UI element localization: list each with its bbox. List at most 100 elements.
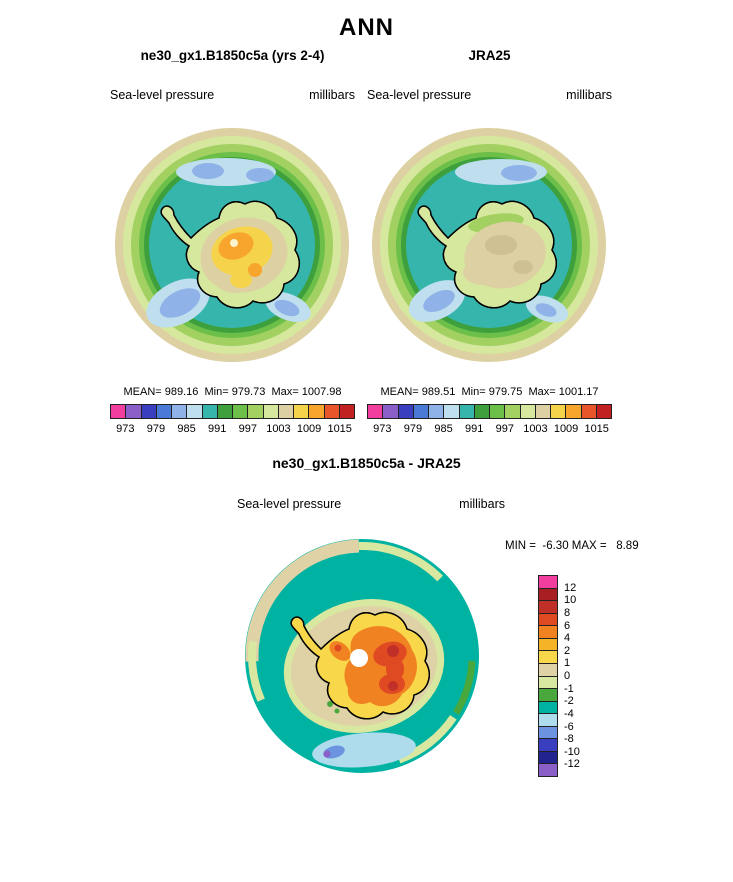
coastline-outline: [417, 200, 557, 309]
colorbar-segment: [539, 587, 557, 601]
colorbar-segment: [443, 405, 459, 418]
colorbar-segment: [539, 688, 557, 701]
antarctica-model: [160, 200, 300, 309]
colorbar-segment: [539, 763, 557, 776]
low-pressure-lobes: [408, 159, 569, 323]
left-field-label: Sea-level pressure: [110, 88, 215, 102]
colorbar-segment: [262, 405, 278, 418]
obs-map-layers: [372, 128, 606, 362]
colorbar-segment: [539, 675, 557, 689]
colorbar-segment: [539, 600, 557, 613]
colorbar-tick-label: 997: [238, 423, 257, 435]
low-pressure-lobes: [146, 158, 311, 328]
colorbar-tick-label: 997: [495, 423, 514, 435]
right-field-row: Sea-level pressure millibars: [367, 88, 612, 102]
colorbar-segment: [539, 650, 557, 663]
coastline-outline: [160, 200, 300, 309]
model-slp-map: [115, 128, 349, 362]
colorbar-segment: [397, 405, 413, 418]
colorbar-segment: [171, 405, 187, 418]
colorbar-segment: [539, 662, 557, 676]
colorbar-tick-label: 12: [564, 581, 577, 594]
left-panel-title: ne30_gx1.B1850c5a (yrs 2-4): [140, 48, 325, 63]
colorbar-tick-label: 979: [403, 423, 423, 435]
right-colorbar-ticks: 973 979 985 991 997 1003 1009 1015: [367, 423, 612, 436]
colorbar-segment: [473, 405, 489, 418]
obs-map-panel: [371, 127, 607, 368]
colorbar-tick-label: 985: [434, 423, 453, 435]
colorbar-tick-label: 991: [208, 423, 227, 435]
colorbar-tick-label: -12: [564, 758, 580, 771]
diff-slp-map: [245, 539, 479, 773]
left-colorbar: [110, 404, 355, 419]
colorbar-segment: [519, 405, 535, 418]
colorbar-segment: [504, 405, 520, 418]
negative-anomaly-patch: [312, 732, 416, 768]
colorbar-segment: [125, 405, 141, 418]
left-colorbar-ticks: 973 979 985 991 997 1003 1009 1015: [110, 423, 355, 436]
model-map-panel: [114, 127, 350, 368]
colorbar-segment: [595, 405, 611, 418]
right-panel-title: JRA25: [468, 48, 511, 63]
colorbar-tick-label: 1003: [523, 423, 548, 435]
diff-minmax: MIN = -6.30 MAX = 8.89: [505, 540, 639, 552]
left-field-row: Sea-level pressure millibars: [110, 88, 355, 102]
colorbar-segment: [338, 405, 354, 418]
colorbar-tick-label: 1009: [296, 423, 322, 435]
colorbar-segment: [412, 405, 428, 418]
colorbar-segment: [382, 405, 398, 418]
colorbar-tick-label: 4: [564, 632, 571, 645]
figure-title: ANN: [339, 14, 394, 41]
colorbar-tick-label: 6: [564, 619, 571, 632]
colorbar-tick-label: 973: [373, 423, 392, 435]
colorbar-segment: [368, 405, 383, 418]
colorbar-segment: [534, 405, 550, 418]
colorbar-segment: [247, 405, 263, 418]
colorbar-tick-label: -1: [564, 682, 574, 695]
colorbar-tick-label: 10: [564, 594, 577, 607]
colorbar-segment: [308, 405, 324, 418]
diff-colorbar-ticks: 12 10 8 6 4 2 1 0 -1 -2 -4 -6 -8 -10 -12: [564, 575, 600, 777]
colorbar-segment: [539, 700, 557, 714]
coastline-outline: [290, 611, 430, 720]
antarctica-obs: [417, 200, 557, 309]
left-units-label: millibars: [309, 88, 355, 102]
right-stats: MEAN= 989.51 Min= 979.75 Max= 1001.17: [380, 386, 599, 398]
colorbar-segment: [216, 405, 232, 418]
colorbar-segment: [277, 405, 293, 418]
model-map-layers: [115, 128, 349, 362]
colorbar-segment: [539, 725, 557, 739]
colorbar-tick-label: 1: [564, 657, 571, 670]
colorbar-tick-label: 8: [564, 606, 571, 619]
colorbar-tick-label: 1015: [327, 423, 352, 435]
colorbar-segment: [323, 405, 339, 418]
colorbar-segment: [293, 405, 309, 418]
colorbar-segment: [458, 405, 474, 418]
left-stats: MEAN= 989.16 Min= 979.73 Max= 1007.98: [123, 386, 342, 398]
right-field-label: Sea-level pressure: [367, 88, 472, 102]
colorbar-segment: [565, 405, 581, 418]
colorbar-tick-label: 0: [564, 670, 571, 682]
pole-data-hole: [350, 649, 368, 667]
right-units-label: millibars: [566, 88, 612, 102]
colorbar-segment: [428, 405, 444, 418]
colorbar-tick-label: 979: [146, 423, 166, 435]
colorbar-segment: [155, 405, 171, 418]
colorbar-segment: [539, 738, 557, 751]
colorbar-tick-label: 985: [177, 423, 196, 435]
colorbar-segment: [539, 637, 557, 651]
colorbar-tick-label: 1015: [584, 423, 609, 435]
diff-colorbar: [538, 575, 558, 777]
diff-units-label: millibars: [459, 497, 505, 511]
colorbar-segment: [539, 576, 557, 588]
colorbar-tick-label: 991: [465, 423, 484, 435]
colorbar-segment: [539, 713, 557, 726]
colorbar-tick-label: 2: [564, 644, 571, 657]
colorbar-tick-label: -6: [564, 720, 574, 733]
colorbar-tick-label: -4: [564, 707, 574, 720]
colorbar-segment: [111, 405, 126, 418]
diff-field-label: Sea-level pressure: [237, 497, 342, 511]
diff-map-layers: [245, 539, 479, 773]
edge-arcs: [245, 539, 479, 773]
